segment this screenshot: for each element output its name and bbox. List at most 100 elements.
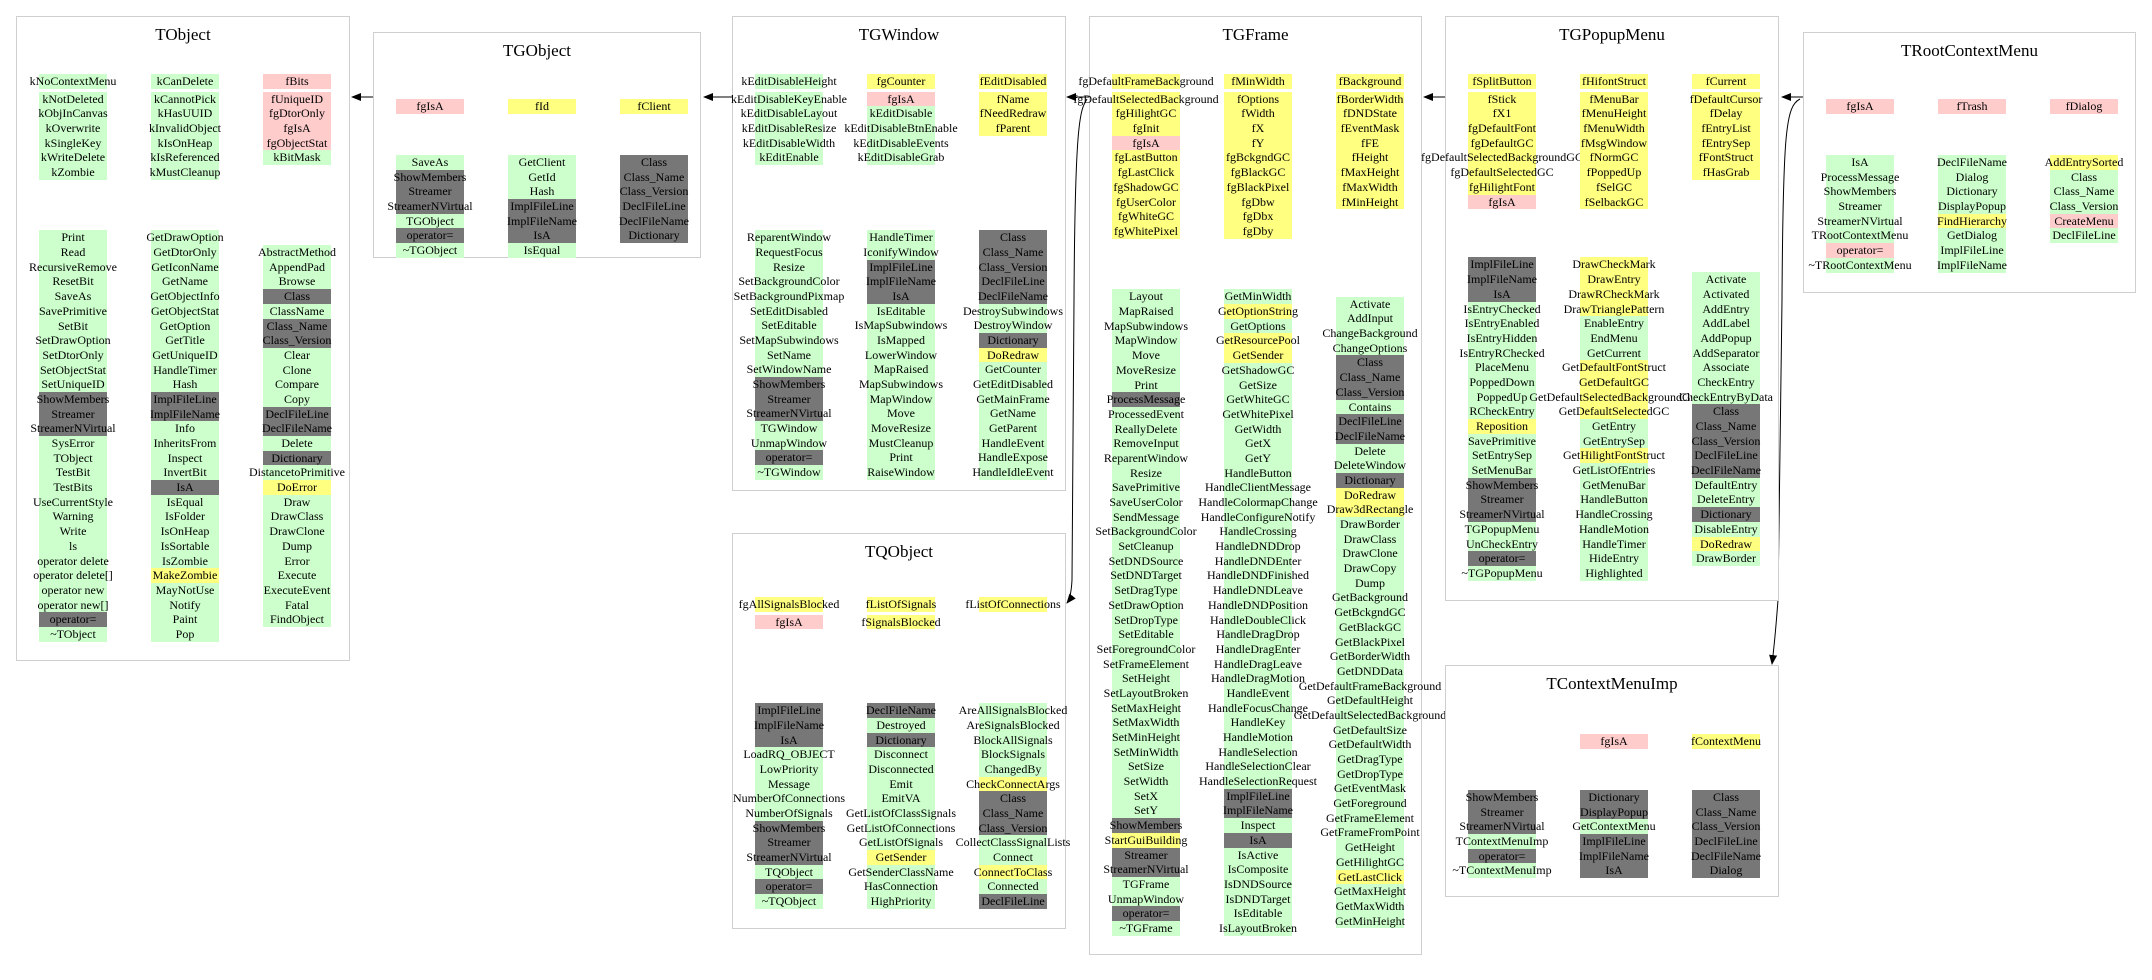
- method-cell-label: GetCounter: [985, 362, 1041, 377]
- member-cell: kEditDisableLayout: [741, 106, 837, 122]
- method-cell-label: Compare: [275, 377, 319, 392]
- method-cell: DeclFileName: [1937, 155, 2007, 170]
- method-cell-label: SaveAs: [411, 155, 449, 169]
- method-cell-label: HandleMotion: [1579, 521, 1649, 536]
- method-cell-label: GetEntrySep: [1583, 433, 1645, 448]
- member-cell: fBorderWidth: [1336, 91, 1404, 107]
- method-cell-label: HandleCrossing: [1575, 507, 1653, 522]
- method-cell-label: Dictionary: [1588, 790, 1640, 804]
- method-cell: DeclFileName: [978, 288, 1048, 304]
- method-cell-label: operator new[]: [37, 597, 109, 612]
- method-cell-label: HandleEvent: [981, 435, 1045, 450]
- member-cell: fDNDState: [1336, 106, 1404, 122]
- method-cell-label: Streamer: [1124, 847, 1168, 862]
- method-cell: DrawClass: [1336, 531, 1404, 547]
- member-cell: fContextMenu: [1691, 734, 1761, 749]
- member-cell: kZombie: [39, 165, 107, 180]
- method-cell: AddEntry: [1692, 301, 1760, 317]
- method-cell-label: SaveUserColor: [1109, 495, 1183, 509]
- method-cell-label: Class_Name: [1339, 370, 1401, 385]
- method-cell-label: DeleteEntry: [1697, 492, 1755, 507]
- method-cell-label: FindObject: [270, 612, 324, 627]
- method-cell: GetSenderClassName: [848, 864, 954, 880]
- method-cell: GetMinHeight: [1335, 913, 1405, 929]
- method-cell: HandleDragLeave: [1214, 656, 1302, 672]
- method-cell: HandleMotion: [1223, 730, 1293, 745]
- method-cell: IsZombie: [151, 553, 219, 569]
- member-cell-label: fgIsA: [775, 614, 803, 629]
- method-cell-label: ImplFileName: [1937, 257, 2007, 272]
- methods-column: AreAllSignalsBlocked AreSignalsBlocked Blo…: [956, 703, 1070, 909]
- method-cell-label: Class_Version: [978, 259, 1048, 274]
- method-cell: StreamerNVirtual: [1459, 819, 1545, 835]
- method-cell-label: StreamerNVirtual: [746, 850, 832, 865]
- method-cell: IsA: [151, 480, 219, 495]
- method-cell-label: DisableEntry: [1694, 521, 1758, 536]
- method-cell-label: SetBackgroundPixmap: [733, 288, 845, 303]
- method-cell: DoRedraw: [979, 347, 1047, 363]
- method-cell-label: Connected: [987, 879, 1039, 894]
- method-cell-label: ShowMembers: [393, 169, 467, 184]
- method-cell-label: SetEntrySep: [1472, 448, 1532, 463]
- method-cell-label: GetEventMask: [1334, 781, 1406, 796]
- method-cell: ProcessMessage: [1107, 392, 1185, 407]
- method-cell-label: HandleDoubleClick: [1210, 612, 1306, 627]
- method-cell: Print: [1112, 377, 1180, 393]
- member-cell-label: fgIsA: [416, 99, 444, 113]
- method-cell-label: Streamer: [1838, 199, 1882, 214]
- methods-column: GetDrawOption GetDtorOnly GetIconName GetNa…: [146, 230, 224, 642]
- method-cell-label: Class_Version: [978, 820, 1048, 835]
- method-cell: Class: [979, 230, 1047, 245]
- method-cell: MapWindow: [1112, 333, 1180, 349]
- method-cell: HideEntry: [1580, 551, 1648, 566]
- member-cell: kHasUUID: [151, 106, 219, 122]
- member-cell: fgDby: [1224, 223, 1292, 239]
- method-cell: NumberOfSignals: [745, 806, 833, 821]
- method-cell: IsLayoutBroken: [1219, 920, 1297, 936]
- method-cell-label: AddEntry: [1702, 301, 1750, 316]
- member-cell: fgShadowGC: [1112, 179, 1180, 195]
- method-cell-label: IsA: [1249, 832, 1267, 847]
- method-cell: Activate: [1692, 272, 1760, 287]
- method-cell: operator=: [39, 612, 107, 627]
- method-cell-label: EnableEntry: [1584, 316, 1644, 331]
- member-cell-label: fName: [996, 91, 1030, 106]
- method-cell: GetListOfClassSignals: [846, 806, 956, 821]
- member-cell-label: fgDtorOnly: [269, 106, 325, 121]
- method-cell: ImplFileName: [1467, 272, 1537, 287]
- method-cell-label: GetMinWidth: [1224, 289, 1292, 304]
- method-cell: GetDefaultSize: [1333, 722, 1407, 738]
- method-cell-label: SendMessage: [1113, 509, 1179, 524]
- method-cell: GetDefaultGC: [1579, 374, 1649, 390]
- method-cell-label: ShowMembers: [752, 377, 826, 392]
- member-cell: kEditDisableWidth: [743, 135, 835, 151]
- method-cell-label: DeclFileLine: [981, 894, 1045, 909]
- methods-column: AbstractMethod AppendPad Browse Class ClassN…: [249, 230, 345, 642]
- method-cell-label: ShowMembers: [36, 391, 110, 406]
- method-cell: ~TGPopupMenu: [1461, 565, 1543, 581]
- method-cell: ~TObject: [39, 626, 107, 642]
- method-cell-label: SetDtorOnly: [42, 347, 104, 362]
- method-cell: operator delete[]: [33, 568, 113, 583]
- members-column: fId: [508, 99, 576, 117]
- method-cell-label: Message: [768, 776, 810, 791]
- methods-column: DeclFileName Dialog Dictionary DisplayPopup…: [1937, 155, 2007, 273]
- method-cell: Streamer: [755, 835, 823, 851]
- method-cell: ImplFileLine: [1938, 243, 2006, 258]
- method-cell: HighPriority: [867, 894, 935, 909]
- method-cell-label: SetDNDTarget: [1110, 568, 1182, 583]
- member-cell-label: fClient: [637, 99, 671, 113]
- member-cell: fListOfSignals: [866, 597, 936, 612]
- method-cell: DistancetoPrimitive: [249, 465, 345, 481]
- method-cell: IsEditable: [1224, 906, 1292, 921]
- method-cell: CheckEntryByData: [1679, 389, 1773, 405]
- member-cell-label: fMaxHeight: [1340, 165, 1400, 180]
- method-cell-label: IsEntryChecked: [1463, 301, 1541, 316]
- method-cell-label: Streamer: [767, 391, 811, 406]
- method-cell: GetOption: [151, 318, 219, 334]
- member-cell: fgHilightGC: [1112, 106, 1180, 122]
- method-cell: Move: [1112, 348, 1180, 363]
- method-cell: PoppedDown: [1468, 374, 1536, 390]
- method-cell: Move: [867, 406, 935, 422]
- method-cell: ShowMembers: [1466, 790, 1538, 805]
